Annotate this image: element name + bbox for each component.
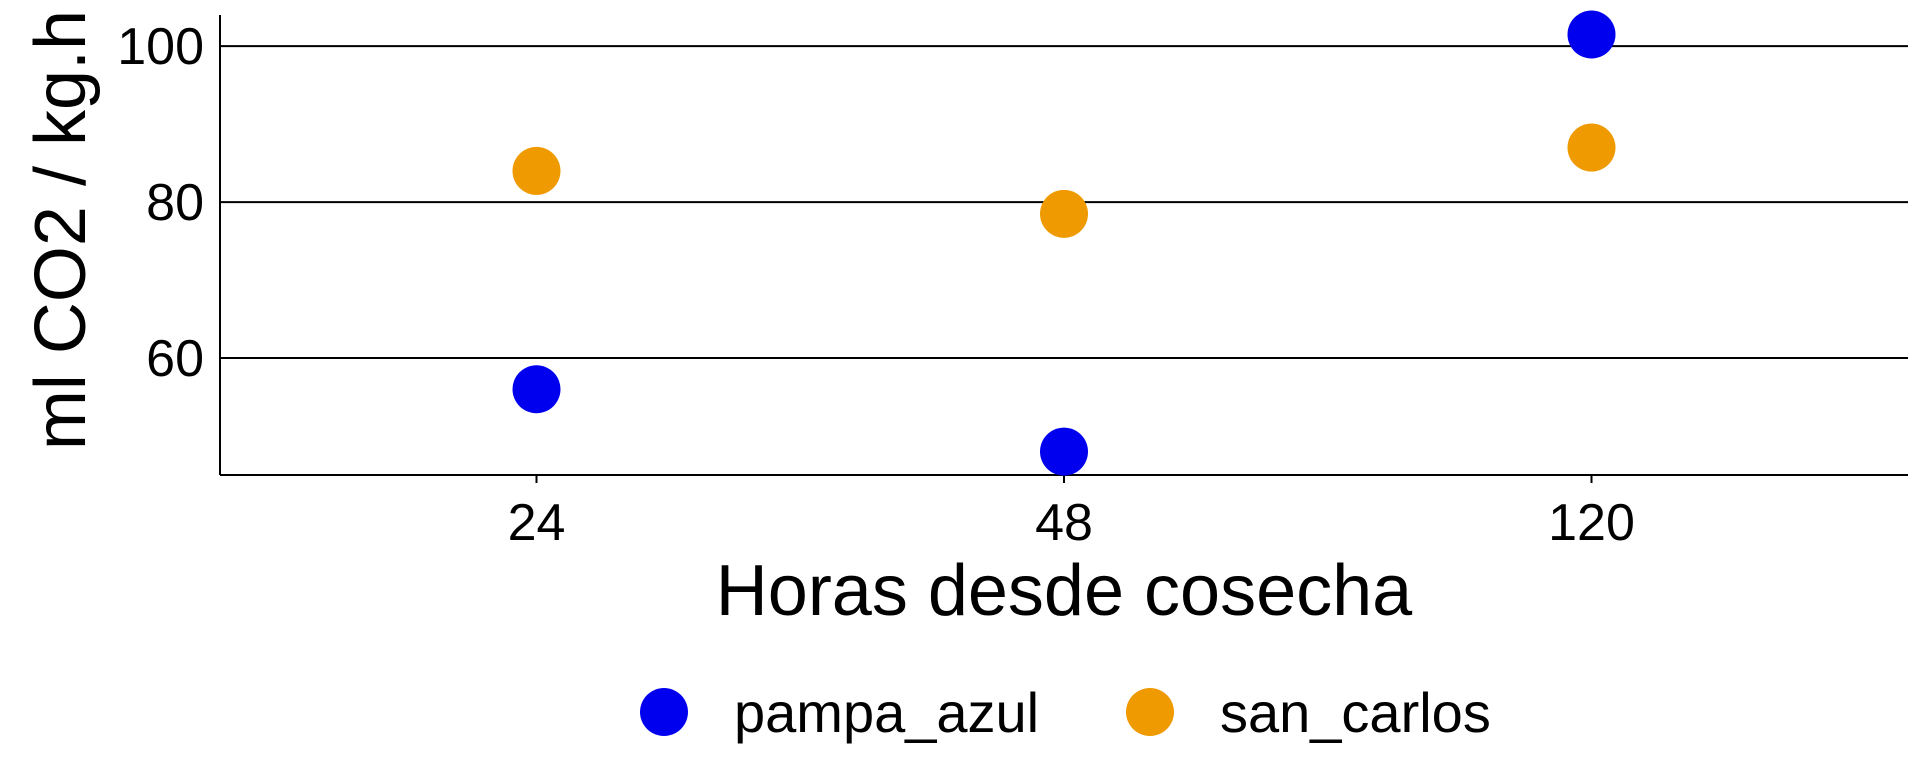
- point-pampa_azul: [1040, 427, 1088, 476]
- x-tick-label: 24: [508, 494, 566, 552]
- legend-label-san_carlos: san_carlos: [1220, 681, 1491, 744]
- x-tick-label: 48: [1035, 494, 1093, 552]
- y-tick-label: 100: [117, 18, 204, 76]
- x-tick-labels: 24 48 120: [508, 475, 1635, 552]
- data-points: [512, 10, 1616, 476]
- legend-label-pampa_azul: pampa_azul: [734, 681, 1039, 744]
- point-san_carlos: [1567, 123, 1616, 172]
- x-tick-label: 120: [1548, 494, 1635, 552]
- y-tick-labels: 60 80 100: [117, 18, 204, 388]
- point-pampa_azul: [512, 365, 561, 414]
- legend-swatch-pampa_azul: [640, 688, 688, 736]
- axes: [219, 15, 1908, 476]
- point-san_carlos: [1040, 189, 1088, 238]
- y-tick-label: 80: [146, 174, 204, 232]
- y-tick-label: 60: [146, 330, 204, 388]
- legend: pampa_azul san_carlos: [640, 681, 1491, 744]
- y-axis-title: ml CO2 / kg.h: [21, 10, 101, 450]
- point-san_carlos: [512, 146, 561, 195]
- legend-swatch-san_carlos: [1126, 688, 1174, 736]
- x-axis-title: Horas desde cosecha: [716, 551, 1413, 631]
- point-pampa_azul: [1567, 10, 1616, 59]
